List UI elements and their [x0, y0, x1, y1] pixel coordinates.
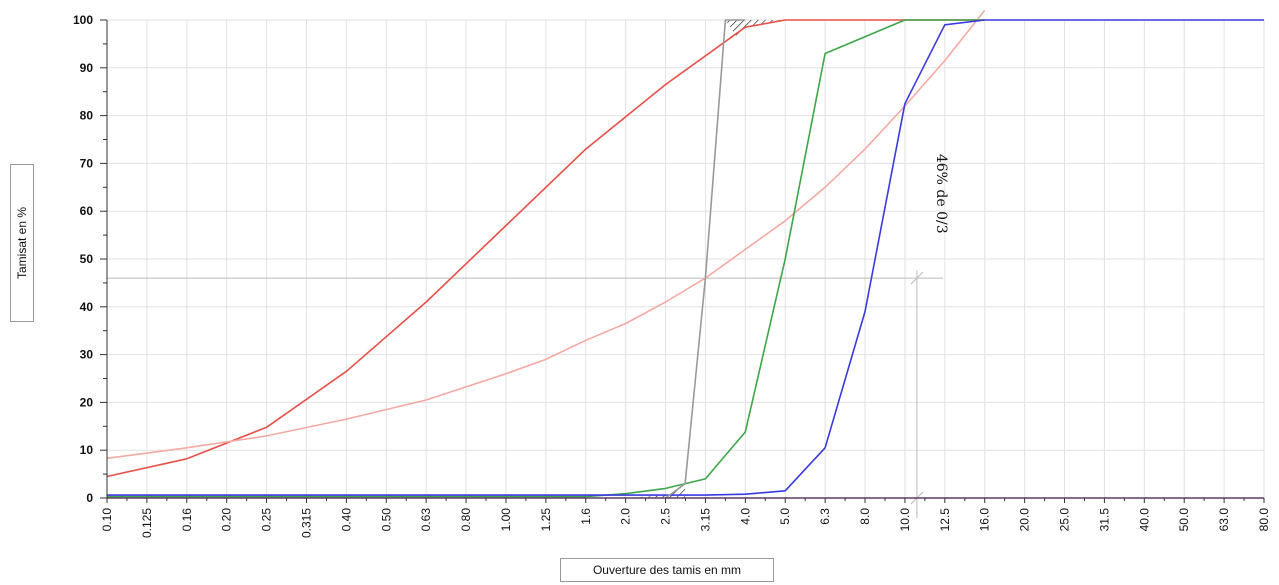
y-axis-label: Tamisat en % [10, 164, 34, 322]
y-tick-label: 70 [80, 156, 94, 170]
x-tick-label: 0.20 [220, 508, 234, 532]
x-tick-label: 16.0 [978, 508, 992, 532]
x-tick-label: 10.0 [898, 508, 912, 532]
x-tick-labels: 0.10 0.125 0.16 0.20 0.25 0.315 0.40 0.50 0.63 0.… [100, 508, 1271, 538]
x-tick-label: 6.3 [818, 508, 832, 525]
x-axis-label-text: Ouverture des tamis en mm [592, 563, 742, 577]
x-axis-label: Ouverture des tamis en mm [560, 558, 774, 582]
series-line-4 [107, 19, 1264, 496]
series-line-1 [106, 19, 985, 478]
series-line-5 [665, 19, 746, 499]
x-tick-label: 40.0 [1137, 508, 1151, 532]
y-tick-label: 10 [80, 443, 94, 457]
x-tick-label: 0.16 [180, 508, 194, 532]
x-tick-label: 2.0 [619, 508, 633, 525]
x-tick-label: 1.25 [539, 508, 553, 532]
x-tick-label: 0.125 [140, 508, 154, 538]
annotations: 46% de 0/3 [933, 154, 949, 234]
x-tick-label: 0.10 [100, 508, 114, 532]
x-tick-label: 1.00 [499, 508, 513, 532]
x-tick-label: 12.5 [938, 508, 952, 532]
y-tick-label: 90 [80, 61, 94, 75]
series-lines [106, 9, 1264, 499]
annotation-text: 46% de 0/3 [933, 154, 949, 234]
x-tick-label: 20.0 [1018, 508, 1032, 532]
hatch-region-high [725, 20, 786, 37]
y-axis-label-text: Tamisat en % [15, 206, 29, 280]
y-tick-label: 0 [86, 491, 93, 505]
y-tick-label: 40 [80, 300, 94, 314]
x-tick-label: 0.25 [260, 508, 274, 532]
x-tick-label: 63.0 [1217, 508, 1231, 532]
x-tick-label: 8.0 [858, 508, 872, 525]
y-tick-label: 60 [80, 204, 94, 218]
x-tick-label: 0.80 [459, 508, 473, 532]
x-tick-label: 3.15 [698, 508, 712, 532]
y-tick-label: 20 [80, 395, 94, 409]
x-tick-label: 31.5 [1097, 508, 1111, 532]
axes [100, 19, 1265, 503]
y-tick-label: 30 [80, 348, 94, 362]
x-tick-label: 1.6 [579, 508, 593, 525]
x-tick-label: 0.315 [299, 508, 313, 538]
x-tick-label: 5.0 [778, 508, 792, 525]
y-tick-label: 100 [73, 13, 93, 27]
reference-lines [107, 270, 943, 518]
reference-tick [910, 271, 924, 285]
x-tick-label: 0.40 [339, 508, 353, 532]
x-tick-label: 25.0 [1058, 508, 1072, 532]
y-tick-label: 50 [80, 252, 94, 266]
x-tick-label: 80.0 [1257, 508, 1271, 532]
y-tick-labels: 0 10 20 30 40 50 60 70 80 90 100 [73, 13, 93, 505]
x-tick-label: 4.0 [738, 508, 752, 525]
x-tick-label: 2.5 [659, 508, 673, 525]
x-tick-label: 0.50 [379, 508, 393, 532]
x-tick-label: 0.63 [419, 508, 433, 532]
x-tick-label: 50.0 [1177, 508, 1191, 532]
series-line-2 [106, 9, 986, 460]
y-tick-label: 80 [80, 109, 94, 123]
grid [107, 19, 1265, 499]
